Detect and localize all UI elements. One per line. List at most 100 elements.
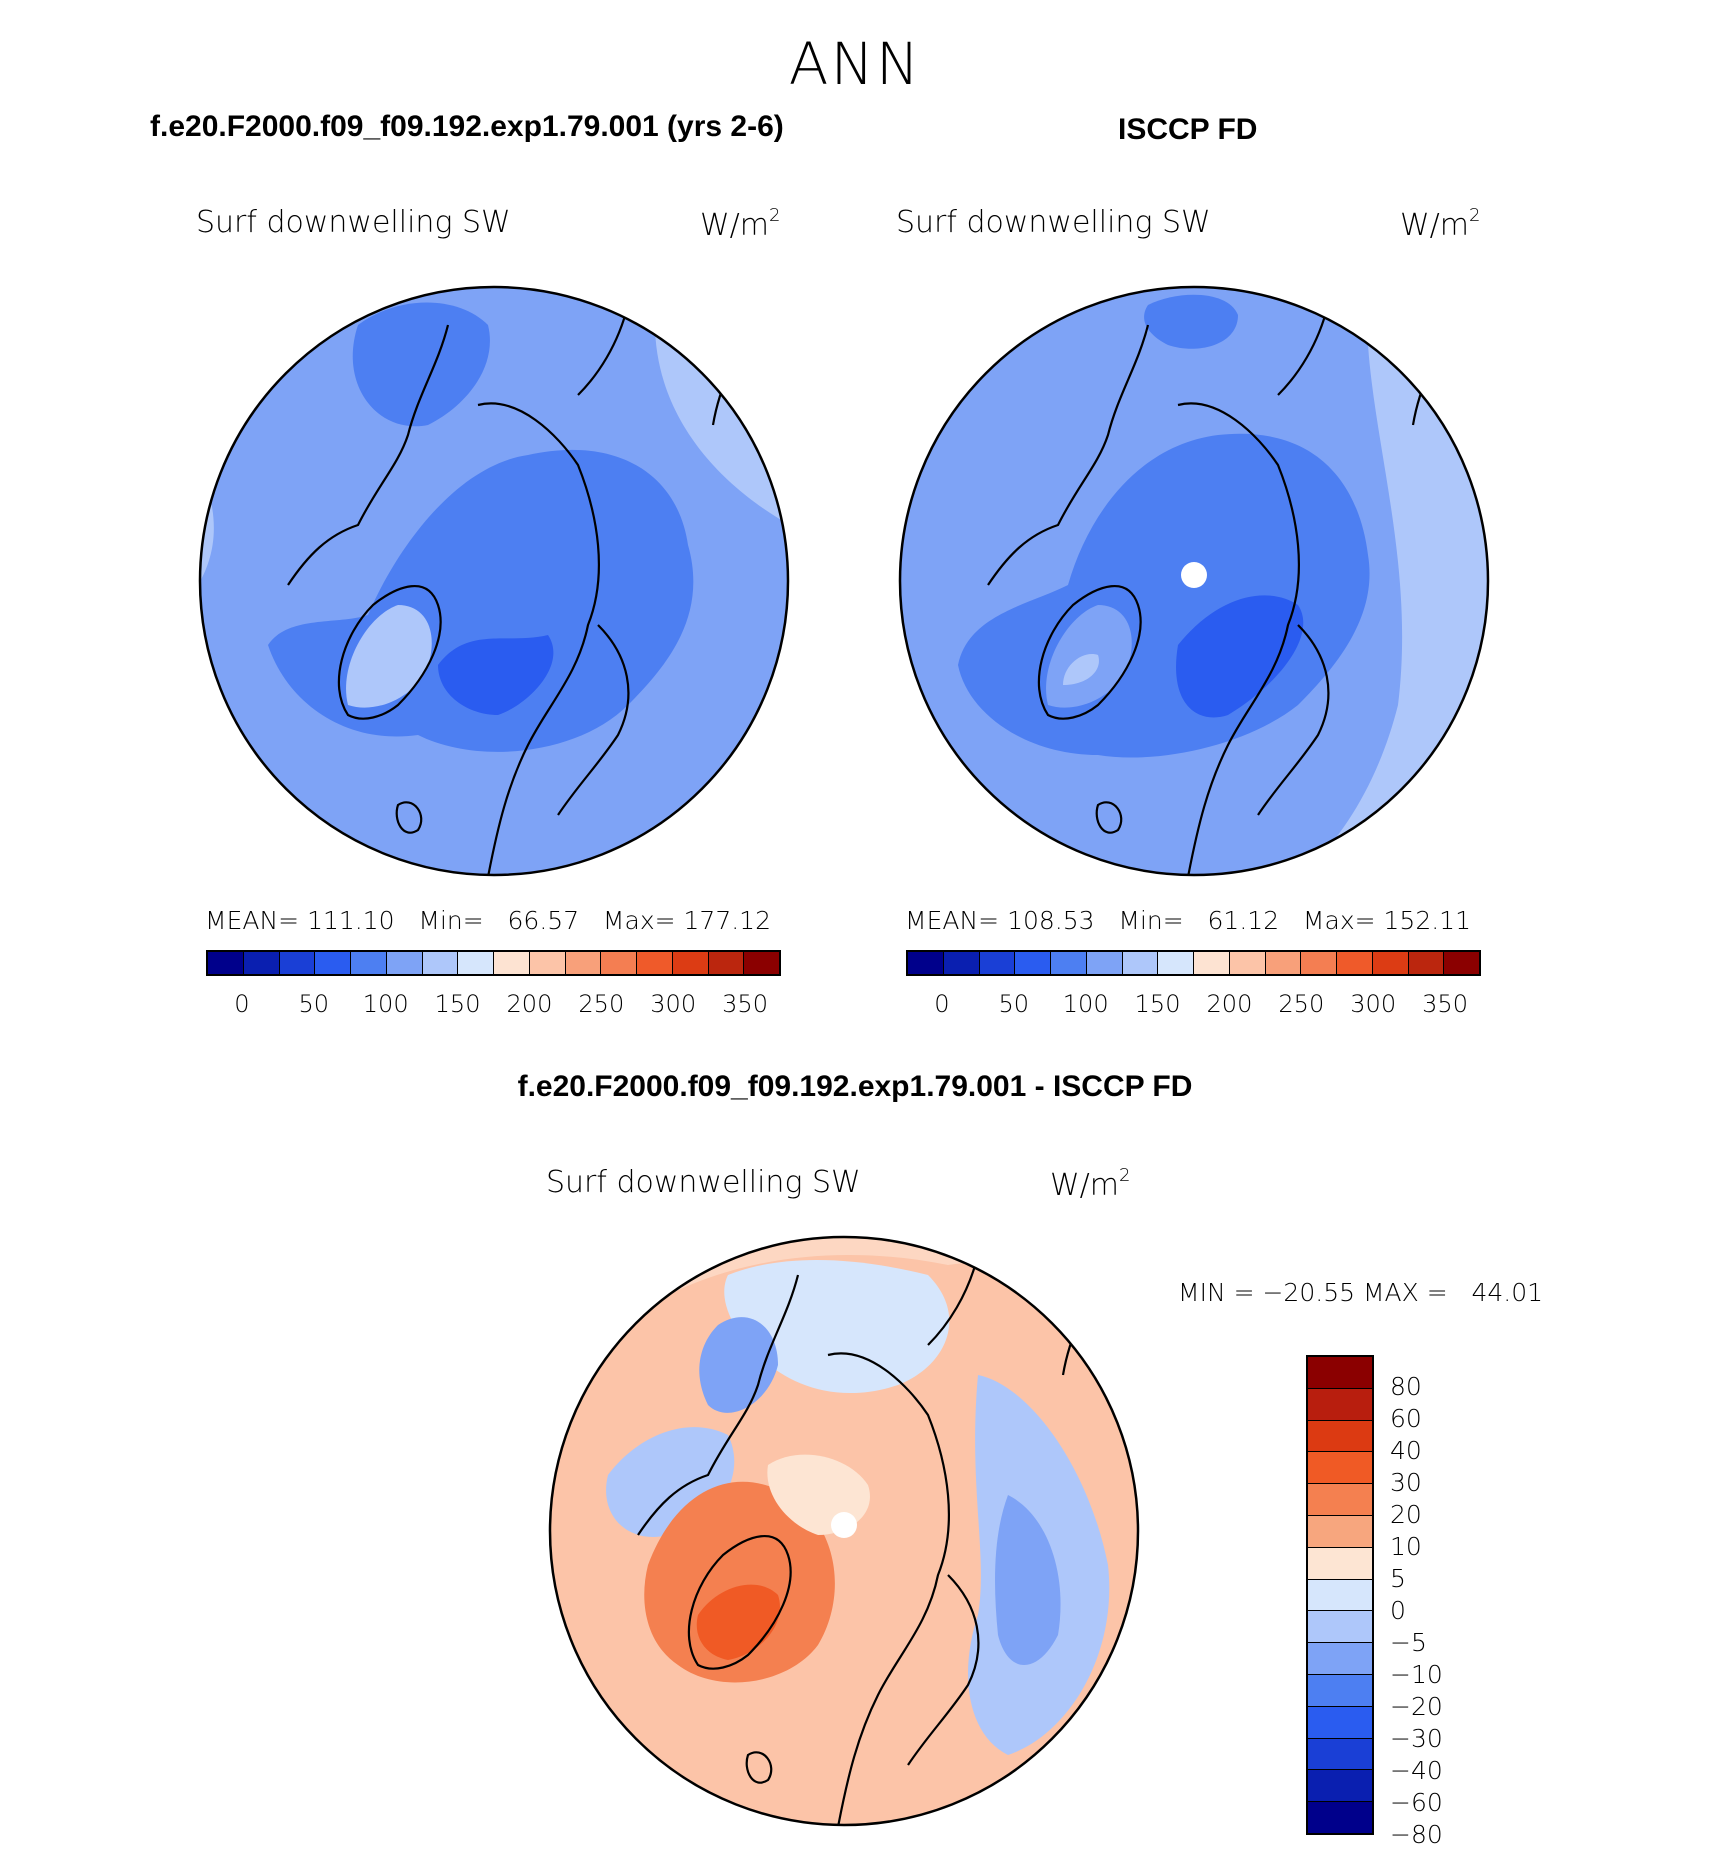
colorbar-swatch — [908, 952, 944, 974]
colorbar-swatch — [422, 952, 459, 974]
colorbar-tick-label: 50 — [298, 990, 330, 1018]
colorbar-tick-label: −40 — [1390, 1756, 1443, 1785]
colorbar-tick-label: −60 — [1390, 1788, 1443, 1817]
colorbar-swatch — [943, 952, 980, 974]
season-title: ANN — [788, 30, 922, 98]
panel1-field-greenland — [346, 605, 432, 708]
right-panel-title: ISCCP FD — [1118, 113, 1258, 146]
colorbar-swatch — [315, 952, 351, 974]
colorbar-tick-label: 50 — [998, 990, 1030, 1018]
colorbar-tick-label: −80 — [1390, 1820, 1443, 1849]
panel2-units: W/m2 — [1400, 205, 1481, 243]
diff-panel-title: f.e20.F2000.f09_f09.192.exp1.79.001 - IS… — [517, 1070, 1193, 1103]
colorbar-swatch — [1444, 952, 1479, 974]
panel1-colorbar-ticks: 0 50 100 150 200 250 300 350 — [206, 990, 781, 1020]
panel2-pole-missing — [1181, 562, 1207, 588]
colorbar-swatch — [1308, 1643, 1372, 1675]
colorbar-tick-label: 250 — [578, 990, 625, 1018]
colorbar-tick-label: 150 — [434, 990, 481, 1018]
colorbar-tick-label: 0 — [934, 990, 950, 1018]
colorbar-swatch — [1308, 1802, 1372, 1833]
colorbar-swatch — [1308, 1770, 1372, 1803]
colorbar-swatch — [208, 952, 244, 974]
colorbar-swatch — [1308, 1420, 1372, 1453]
colorbar-tick-label: 300 — [650, 990, 697, 1018]
colorbar-swatch — [1308, 1738, 1372, 1771]
colorbar-swatch — [565, 952, 602, 974]
panel3-field-north-neg — [724, 1260, 950, 1394]
panel3-units: W/m2 — [1050, 1165, 1131, 1203]
panel3-pole-missing — [831, 1512, 857, 1538]
panel3-colorbar-ticks: 80 60 40 30 20 10 5 0 −5 −10 −20 −30 −40 −60 −80 — [1390, 1355, 1490, 1849]
colorbar-tick-label: 250 — [1278, 990, 1325, 1018]
panel2-field-greenland-peak — [1063, 654, 1099, 685]
panel1-map — [198, 285, 790, 877]
panel1-field-north-lobe — [352, 302, 490, 427]
colorbar-swatch — [744, 952, 779, 974]
colorbar-swatch — [1229, 952, 1266, 974]
panel1-units: W/m2 — [700, 205, 781, 243]
panel3-field-east-min — [995, 1495, 1061, 1665]
colorbar-swatch — [601, 952, 637, 974]
panel3-field-greenland-pos — [644, 1481, 835, 1683]
colorbar-swatch — [1308, 1357, 1372, 1389]
colorbar-swatch — [1158, 952, 1194, 974]
colorbar-tick-label: 30 — [1390, 1468, 1422, 1497]
colorbar-tick-label: 0 — [234, 990, 250, 1018]
panel2-stats: MEAN= 108.53 Min= 61.12 Max= 152.11 — [905, 906, 1471, 935]
colorbar-swatch — [1372, 952, 1409, 974]
panel2-field-min-region — [1176, 595, 1304, 718]
panel3-variable-label: Surf downwelling SW — [546, 1165, 861, 1200]
colorbar-swatch — [1265, 952, 1302, 974]
colorbar-swatch — [243, 952, 280, 974]
panel3-map — [548, 1235, 1140, 1827]
colorbar-tick-label: 200 — [1206, 990, 1253, 1018]
panel1-stats: MEAN= 111.10 Min= 66.57 Max= 177.12 — [205, 906, 771, 935]
colorbar-tick-label: 100 — [1062, 990, 1109, 1018]
left-panel-title: f.e20.F2000.f09_f09.192.exp1.79.001 (yrs… — [150, 110, 784, 143]
panel3-colorbar — [1306, 1355, 1374, 1835]
panel3-field-max-region — [696, 1584, 780, 1660]
colorbar-swatch — [1308, 1547, 1372, 1580]
panel3-stats: MIN = −20.55 MAX = 44.01 — [1178, 1278, 1544, 1307]
colorbar-swatch — [494, 952, 530, 974]
panel1-variable-label: Surf downwelling SW — [196, 205, 511, 240]
panel3-field-north-min — [699, 1317, 778, 1413]
colorbar-swatch — [1308, 1611, 1372, 1644]
colorbar-swatch — [1308, 1452, 1372, 1485]
panel1-field-min-region — [438, 635, 554, 715]
colorbar-tick-label: 150 — [1134, 990, 1181, 1018]
colorbar-swatch — [1122, 952, 1159, 974]
panel2-field-east — [1298, 287, 1488, 875]
colorbar-swatch — [279, 952, 316, 974]
colorbar-tick-label: 350 — [722, 990, 768, 1018]
colorbar-tick-label: 40 — [1390, 1436, 1422, 1465]
colorbar-swatch — [1308, 1388, 1372, 1421]
colorbar-tick-label: −30 — [1390, 1724, 1443, 1753]
colorbar-swatch — [351, 952, 387, 974]
colorbar-tick-label: −10 — [1390, 1660, 1443, 1689]
colorbar-tick-label: 300 — [1350, 990, 1397, 1018]
colorbar-swatch — [979, 952, 1016, 974]
panel2-field-north-lobe — [1144, 294, 1238, 349]
colorbar-tick-label: 5 — [1390, 1564, 1406, 1593]
colorbar-tick-label: 200 — [506, 990, 553, 1018]
colorbar-swatch — [1308, 1515, 1372, 1548]
panel2-map — [898, 285, 1490, 877]
colorbar-swatch — [1308, 1484, 1372, 1516]
colorbar-tick-label: 0 — [1390, 1596, 1406, 1625]
colorbar-tick-label: 350 — [1422, 990, 1468, 1018]
colorbar-swatch — [708, 952, 745, 974]
colorbar-tick-label: 80 — [1390, 1372, 1422, 1401]
colorbar-swatch — [1301, 952, 1337, 974]
colorbar-swatch — [672, 952, 709, 974]
colorbar-swatch — [529, 952, 566, 974]
panel1-colorbar — [206, 950, 781, 976]
colorbar-swatch — [1408, 952, 1445, 974]
colorbar-swatch — [1308, 1674, 1372, 1707]
colorbar-tick-label: −5 — [1390, 1628, 1427, 1657]
colorbar-swatch — [1051, 952, 1087, 974]
colorbar-tick-label: 100 — [362, 990, 409, 1018]
panel2-colorbar-ticks: 0 50 100 150 200 250 300 350 — [906, 990, 1481, 1020]
colorbar-tick-label: 10 — [1390, 1532, 1422, 1561]
